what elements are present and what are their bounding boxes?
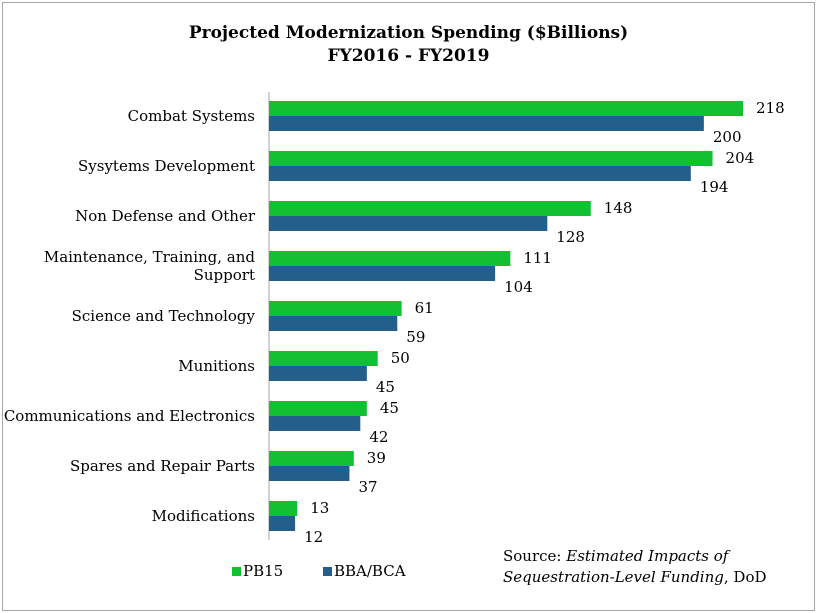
data-label: 61 (415, 299, 434, 317)
category-label: Munitions (178, 357, 255, 375)
data-label: 59 (406, 328, 425, 346)
category-label: Support (194, 266, 255, 284)
category-label: Science and Technology (72, 307, 256, 325)
category-label: Maintenance, Training, and (44, 248, 256, 266)
source-note: Source: Estimated Impacts of Sequestrati… (503, 546, 803, 588)
data-label: 45 (380, 399, 399, 417)
bar-bba-bca (269, 516, 296, 531)
data-label: 50 (391, 349, 410, 367)
data-label: 204 (726, 149, 755, 167)
data-label: 218 (756, 99, 785, 117)
legend-swatch (232, 567, 241, 576)
data-label: 128 (556, 228, 585, 246)
bar-bba-bca (269, 316, 398, 331)
bar-pb15 (269, 401, 367, 416)
data-label: 194 (700, 178, 729, 196)
bar-bba-bca (269, 466, 350, 481)
bar-pb15 (269, 151, 713, 166)
chart-title: Projected Modernization Spending ($Billi… (188, 23, 629, 43)
bar-pb15 (269, 201, 591, 216)
data-label: 37 (358, 478, 377, 496)
category-label: Non Defense and Other (75, 207, 256, 225)
legend-swatch (323, 567, 332, 576)
legend-label: PB15 (243, 562, 283, 580)
chart-subtitle: FY2016 - FY2019 (327, 46, 490, 66)
category-label: Modifications (152, 507, 255, 525)
bar-pb15 (269, 251, 511, 266)
data-label: 39 (367, 449, 386, 467)
data-label: 42 (369, 428, 388, 446)
bar-bba-bca (269, 216, 548, 231)
bar-bba-bca (269, 266, 496, 281)
data-label: 13 (310, 499, 329, 517)
category-label: Combat Systems (128, 107, 255, 125)
data-label: 45 (376, 378, 395, 396)
source-title: Estimated Impacts of Sequestration-Level… (503, 547, 729, 586)
category-label: Sysytems Development (78, 157, 255, 175)
data-label: 148 (604, 199, 633, 217)
data-label: 104 (504, 278, 533, 296)
legend-label: BBA/BCA (334, 562, 406, 580)
bar-bba-bca (269, 366, 367, 381)
category-label: Communications and Electronics (4, 407, 255, 425)
source-prefix: Source: (503, 547, 567, 565)
source-suffix: , DoD (723, 568, 767, 586)
category-label: Spares and Repair Parts (70, 457, 255, 475)
bar-pb15 (269, 301, 402, 316)
data-label: 200 (713, 128, 742, 146)
bar-pb15 (269, 501, 298, 516)
data-label: 12 (304, 528, 323, 546)
bar-bba-bca (269, 416, 361, 431)
bar-bba-bca (269, 116, 704, 131)
data-label: 111 (523, 249, 552, 267)
bar-bba-bca (269, 166, 691, 181)
bar-pb15 (269, 451, 354, 466)
bar-pb15 (269, 351, 378, 366)
bar-pb15 (269, 101, 743, 116)
